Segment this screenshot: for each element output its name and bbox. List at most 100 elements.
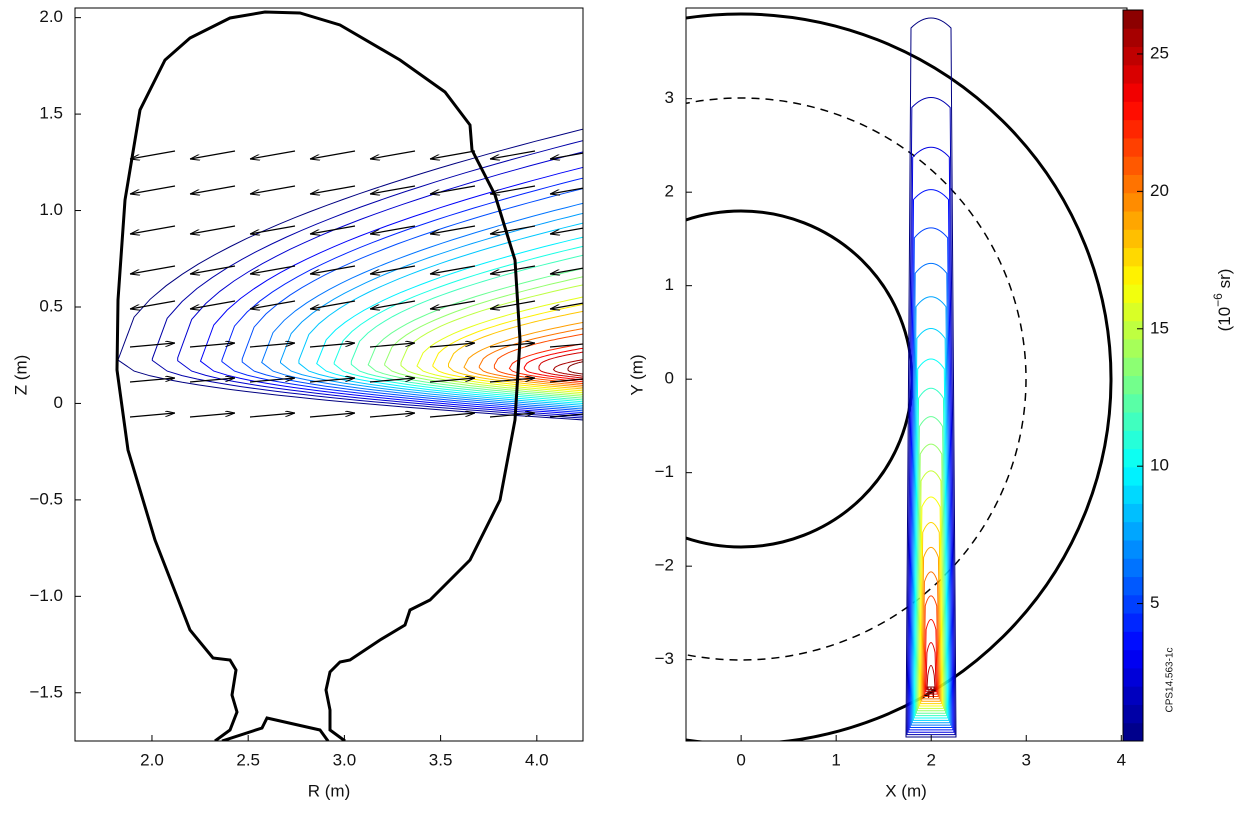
contour-line: [913, 358, 949, 719]
colorbar-step: [1123, 192, 1143, 212]
contour-line: [523, 347, 583, 381]
contour-line: [316, 236, 583, 405]
y-tick-label: 2.0: [39, 7, 63, 26]
colorbar-step: [1123, 521, 1143, 541]
colorbar-step: [1123, 613, 1143, 632]
flow-arrow: [430, 185, 476, 194]
flow-arrow: [310, 300, 356, 309]
contour-line: [333, 245, 583, 403]
flow-arrow: [190, 265, 236, 274]
flow-arrow: [370, 300, 416, 309]
contour-line: [924, 618, 938, 695]
contour-line: [905, 17, 957, 738]
contour-line: [151, 140, 583, 419]
flow-arrow: [250, 225, 296, 234]
colorbar-step: [1123, 594, 1143, 614]
y-tick-label: 1.5: [39, 104, 63, 123]
y-tick-label: 3: [665, 88, 674, 107]
flow-arrow: [130, 265, 176, 274]
flow-arrow: [250, 265, 296, 274]
contour-line: [910, 262, 952, 726]
colorbar-step: [1123, 119, 1143, 139]
flow-arrow: [429, 343, 475, 348]
x-axis-label: X (m): [885, 781, 927, 800]
contour-line: [926, 665, 936, 690]
label-text: sr): [1215, 269, 1234, 294]
flow-arrow: [370, 225, 416, 234]
colorbar-step: [1123, 101, 1143, 121]
colorbar-step: [1123, 211, 1143, 230]
colorbar-step: [1123, 412, 1143, 431]
flow-arrow: [190, 150, 236, 159]
flow-arrow: [369, 413, 415, 418]
colorbar-step: [1123, 375, 1143, 395]
flow-arrow: [429, 413, 475, 418]
colorbar-step: [1123, 667, 1143, 687]
x-tick-label: 3.5: [429, 750, 453, 769]
contour-line: [400, 284, 583, 396]
contour-field: [905, 17, 957, 738]
contour-line: [280, 212, 583, 408]
flow-arrow: [309, 343, 355, 348]
flow-arrow: [430, 225, 476, 234]
colorbar-step: [1123, 156, 1143, 175]
contour-line: [917, 443, 945, 712]
flow-arrow: [190, 185, 236, 194]
contour-line: [908, 189, 954, 731]
colorbar-frame: [1122, 9, 1144, 742]
contour-line: [914, 387, 948, 717]
contour-line: [478, 328, 583, 386]
contour-line: [367, 267, 583, 399]
y-tick-label: 1: [665, 275, 674, 294]
flow-arrow: [550, 302, 583, 309]
flow-arrow: [310, 225, 356, 234]
x-tick-label: 3.0: [333, 750, 357, 769]
colorbar-step: [1123, 558, 1143, 578]
flow-arrow: [189, 378, 235, 383]
y-tick-label: −1.0: [29, 586, 63, 605]
colorbar-step: [1123, 722, 1143, 742]
contour-line: [919, 496, 943, 707]
colorbar-step: [1123, 320, 1143, 340]
flow-arrow: [309, 413, 355, 418]
contour-line: [922, 571, 940, 700]
colorbar-step: [1123, 430, 1143, 450]
flow-arrow: [489, 378, 535, 383]
y-tick-label: −2: [655, 556, 674, 575]
flow-arrow: [369, 343, 415, 348]
flow-arrow: [430, 265, 476, 274]
flow-arrow: [130, 150, 176, 159]
x-tick-label: 2: [926, 750, 935, 769]
x-tick-label: 4: [1117, 750, 1126, 769]
flow-arrow: [549, 378, 583, 383]
colorbar-step: [1123, 686, 1143, 705]
flow-arrow: [549, 413, 583, 418]
left-axes: [74, 7, 584, 742]
flow-arrow: [370, 185, 416, 194]
colorbar-step: [1123, 576, 1143, 596]
x-tick-label: 3: [1022, 750, 1031, 769]
contour-line: [918, 470, 944, 709]
contour-line: [463, 321, 583, 388]
flow-arrow: [310, 185, 356, 194]
flow-arrows: [129, 150, 583, 418]
flow-arrow: [549, 343, 583, 348]
contour-line: [909, 227, 953, 728]
flow-arrow: [190, 225, 236, 234]
flow-arrow: [130, 185, 176, 194]
flow-arrow: [130, 300, 176, 309]
flow-arrow: [250, 150, 296, 159]
contour-field: [117, 128, 583, 421]
colorbar-step: [1123, 64, 1143, 84]
x-tick-label: 0: [736, 750, 745, 769]
contour-line: [448, 310, 583, 390]
flow-arrow: [370, 150, 416, 159]
colorbar-step: [1123, 539, 1143, 559]
flow-arrow: [550, 152, 583, 159]
y-tick-label: −0.5: [29, 489, 63, 508]
colorbar-tick-label: 10: [1150, 456, 1169, 475]
colorbar-step: [1123, 83, 1143, 102]
flow-arrow: [129, 378, 175, 383]
flow-arrow: [490, 265, 536, 274]
